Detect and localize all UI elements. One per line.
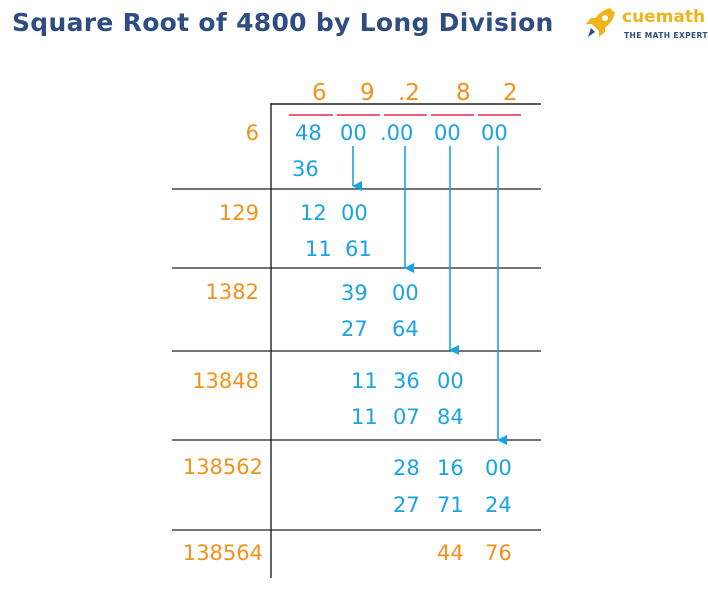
divisor: 138564 [183,541,263,565]
step-value: 00 [437,369,464,393]
divisor: 6 [246,121,259,145]
divisor: 129 [219,201,259,225]
step-value: 16 [437,456,464,480]
subtract-value: 27 [341,317,368,341]
quotient-digit: 2 [503,80,518,106]
quotient-digit: 6 [312,80,327,106]
step-value: 36 [393,369,420,393]
subtract-value: 11 [305,237,332,261]
dividend-pair: 00 [340,121,367,145]
subtract-value: 07 [393,405,420,429]
step-value: 12 [300,201,327,225]
step-value: 11 [351,369,378,393]
subtract-value: 24 [485,493,512,517]
step-value: 00 [392,281,419,305]
subtract-value: 36 [292,157,319,181]
subtract-value: 64 [392,317,419,341]
remainder-value: 44 [437,541,464,565]
quotient-digit: 8 [456,80,471,106]
step-value: 00 [341,201,368,225]
dividend-first-pair: 48 [295,121,322,145]
step-value: 39 [341,281,368,305]
step-value: 28 [393,456,420,480]
subtract-value: 11 [351,405,378,429]
dividend-pair: .00 [380,121,413,145]
dividend-pair: 00 [434,121,461,145]
subtract-value: 61 [345,237,372,261]
subtract-value: 27 [393,493,420,517]
dividend-pair: 00 [481,121,508,145]
divisor: 138562 [183,455,263,479]
divisor: 1382 [206,280,259,304]
logo-brand: cuemath [622,7,706,27]
remainder-value: 76 [485,541,512,565]
quotient-digit: .2 [398,80,420,106]
subtract-value: 84 [437,405,464,429]
page-title: Square Root of 4800 by Long Division [12,8,554,37]
cuemath-logo: cuemath THE MATH EXPERT [580,4,708,46]
quotient-digit: 9 [360,80,375,106]
step-value: 00 [485,456,512,480]
rocket-icon [586,8,615,37]
divisor: 13848 [192,369,259,393]
logo-tagline: THE MATH EXPERT [624,31,708,40]
subtract-value: 71 [437,493,464,517]
